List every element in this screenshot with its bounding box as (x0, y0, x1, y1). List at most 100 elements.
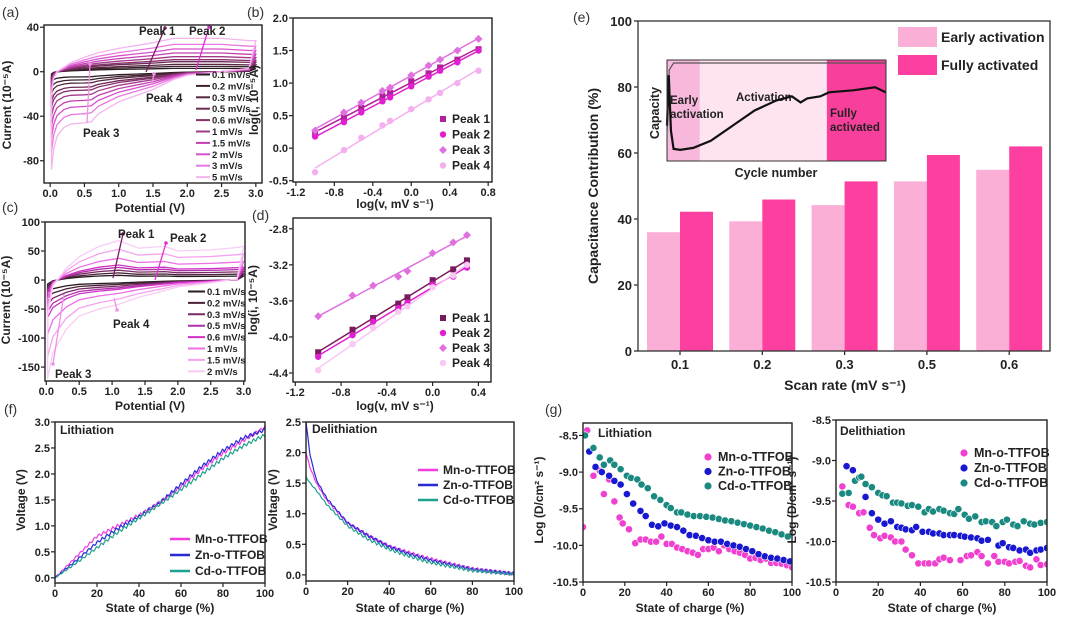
data-point (475, 47, 482, 54)
data-point (600, 490, 608, 498)
x-tick-label: 40 (914, 587, 926, 599)
data-point (610, 497, 619, 506)
x-tick-label: 0.0 (404, 187, 419, 199)
y-tick-label: -80 (23, 156, 39, 168)
data-point (859, 508, 868, 517)
legend-label: Peak 1 (452, 311, 490, 325)
bar-early-0.1 (647, 232, 680, 351)
x-tick-label: 0.5 (72, 386, 87, 398)
x-tick-label: -0.4 (377, 387, 397, 399)
data-point (437, 64, 444, 71)
data-point (407, 71, 416, 80)
arrow-head (88, 62, 92, 66)
data-point (673, 523, 681, 531)
cv-curve-0.3 (50, 63, 258, 94)
legend-label: Peak 3 (452, 143, 490, 157)
data-point (394, 272, 403, 281)
x-axis-title: Scan rate (mV s⁻¹) (784, 377, 906, 393)
legend-label: 0.6 mV/s (212, 116, 251, 127)
data-point (369, 281, 378, 290)
peak-label: Peak 3 (83, 128, 119, 140)
data-point (657, 532, 666, 541)
peak-arrow (195, 26, 210, 71)
peak-arrow (113, 297, 118, 311)
data-point (463, 257, 470, 264)
y-tick-label: 60 (618, 146, 632, 161)
x-tick-label: 0 (580, 587, 586, 599)
capacity-curve (665, 75, 887, 152)
zone-label: Fully (830, 108, 857, 120)
data-point (908, 551, 916, 560)
cv-curve-0.1 (50, 67, 257, 84)
y-tick-label: 2.0 (286, 448, 301, 460)
panel-label: (c) (2, 199, 18, 215)
y-tick-label: 0 (625, 344, 632, 359)
x-tick-label: 20 (91, 588, 103, 600)
data-point (424, 61, 433, 70)
x-tick-label: 0.0 (39, 386, 54, 398)
x-tick-label: 0.6 (1000, 357, 1018, 372)
data-point (600, 460, 608, 469)
data-point (867, 509, 876, 518)
x-axis-title: Potential (V) (115, 399, 185, 413)
data-point (379, 93, 386, 100)
y-tick-label: 0.5 (273, 111, 288, 123)
legend-marker (439, 146, 447, 154)
data-point (950, 510, 959, 518)
bar-early-0.2 (729, 221, 763, 351)
x-axis-title: Potential (V) (115, 201, 185, 215)
legend-label: Mn-o-TTFOB (195, 532, 268, 546)
legend-marker (704, 453, 712, 461)
data-point (656, 496, 665, 504)
data-point (462, 231, 471, 240)
data-point (636, 507, 645, 515)
legend-label: Peak 1 (452, 112, 490, 126)
x-tick-label: 1.5 (137, 386, 152, 398)
data-point (340, 146, 348, 154)
data-point (914, 502, 923, 511)
plot-area (50, 37, 258, 170)
y-axis-title: Log (D/cm² s⁻¹) (785, 457, 799, 544)
data-point (454, 59, 461, 66)
data-point (901, 545, 910, 554)
data-point (946, 556, 954, 565)
data-point (408, 78, 415, 85)
data-point (748, 547, 757, 556)
data-point (870, 531, 878, 539)
x-tick-label: 100 (505, 586, 523, 598)
legend-label: 3 mV/s (212, 161, 243, 172)
cv-curve-0.2 (50, 65, 258, 90)
legend-label: 1 mV/s (207, 344, 238, 355)
x-tick-label: 0 (52, 588, 58, 600)
data-point (583, 431, 589, 440)
peak-label: Peak 2 (189, 26, 225, 38)
y-tick-label: 2.0 (35, 469, 50, 481)
y-tick-label: 2.5 (286, 417, 301, 429)
zone-label: activation (670, 109, 724, 121)
cv-curve-3 (50, 43, 257, 153)
legend-label: 0.5 mV/s (212, 104, 251, 115)
x-tick-label: -1.2 (286, 387, 305, 399)
data-point (475, 67, 482, 74)
y-tick-label: -10.0 (553, 540, 578, 552)
data-point (616, 465, 625, 474)
data-point (348, 291, 357, 300)
data-point (450, 266, 457, 273)
x-tick-label: 100 (1038, 587, 1056, 599)
panel-tag: Delithiation (312, 422, 377, 436)
legend-label: 5 mV/s (212, 173, 243, 184)
x-tick-label: 2.5 (214, 188, 229, 200)
legend-marker (960, 449, 968, 457)
x-tick-label: 3.0 (248, 188, 263, 200)
data-point (1032, 555, 1041, 564)
arrow-head (121, 232, 125, 236)
data-point (358, 104, 365, 111)
x-tick-label: 40 (660, 587, 672, 599)
legend-label: Cd-o-TTFOB (443, 493, 515, 507)
y-tick-label: 0.0 (286, 570, 301, 582)
legend-label: 2 mV/s (207, 367, 238, 378)
x-axis-title: State of charge (%) (636, 601, 745, 615)
data-point (428, 249, 437, 258)
